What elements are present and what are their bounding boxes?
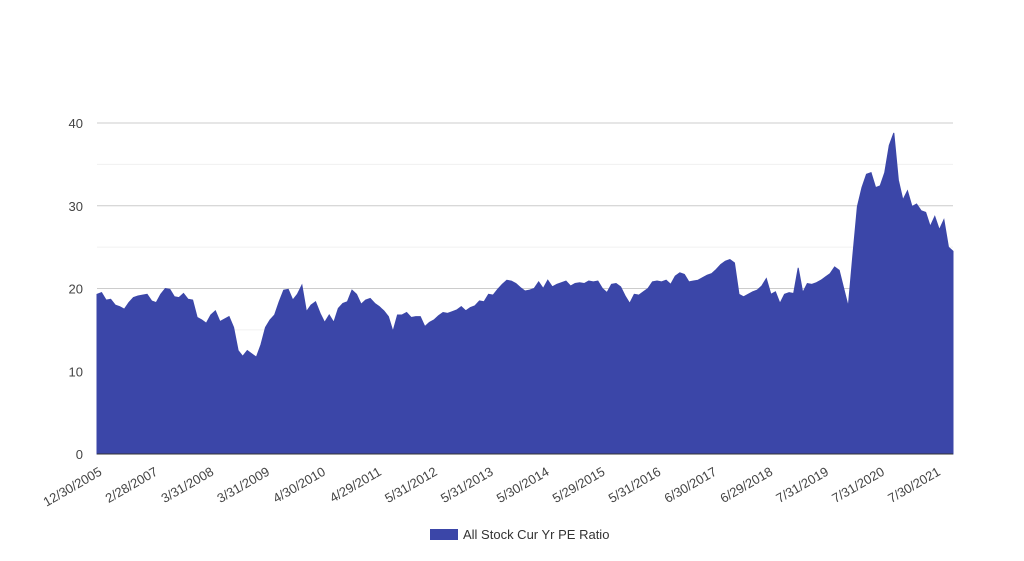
- series-area-group: [96, 132, 954, 455]
- y-tick-label: 20: [69, 282, 83, 297]
- x-tick-label: 6/30/2017: [662, 464, 720, 506]
- y-axis: 0 10 20 30 40: [69, 116, 83, 462]
- series-area[interactable]: [96, 132, 954, 455]
- x-tick-label: 5/31/2016: [606, 464, 664, 506]
- legend[interactable]: All Stock Cur Yr PE Ratio: [430, 527, 609, 542]
- x-tick-label: 2/28/2007: [103, 464, 161, 506]
- legend-swatch[interactable]: [430, 529, 458, 540]
- x-tick-label: 3/31/2008: [159, 464, 217, 506]
- x-tick-label: 7/31/2019: [773, 464, 831, 506]
- x-tick-label: 7/30/2021: [885, 464, 943, 506]
- x-tick-label: 5/30/2014: [494, 464, 552, 506]
- x-tick-label: 5/29/2015: [550, 464, 608, 506]
- y-tick-label: 10: [69, 364, 83, 379]
- legend-label[interactable]: All Stock Cur Yr PE Ratio: [463, 527, 609, 542]
- x-tick-label: 4/29/2011: [327, 464, 384, 505]
- y-tick-label: 40: [69, 116, 83, 131]
- x-tick-label: 6/29/2018: [718, 464, 776, 506]
- x-tick-label: 5/31/2013: [438, 464, 496, 506]
- x-tick-label: 3/31/2009: [214, 464, 272, 506]
- x-tick-label: 4/30/2010: [270, 464, 328, 506]
- x-axis: 12/30/20052/28/20073/31/20083/31/20094/3…: [40, 464, 942, 510]
- x-tick-label: 12/30/2005: [40, 464, 104, 510]
- x-tick-label: 5/31/2012: [382, 464, 440, 506]
- y-tick-label: 0: [76, 447, 83, 462]
- y-tick-label: 30: [69, 199, 83, 214]
- x-tick-label: 7/31/2020: [829, 464, 887, 506]
